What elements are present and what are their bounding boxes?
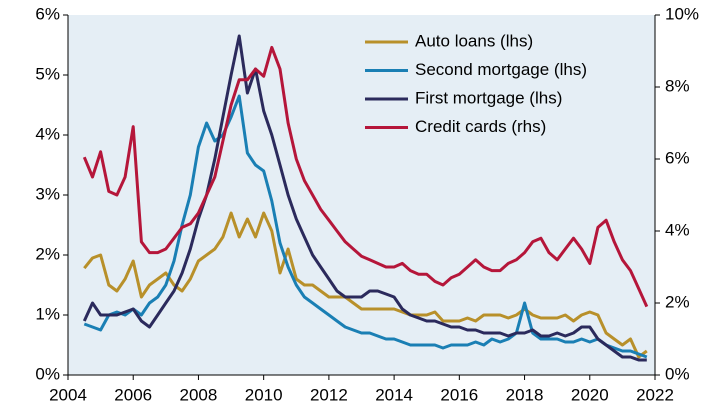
- x-tick-label: 2004: [49, 385, 87, 402]
- y2-tick-label: 4%: [665, 220, 690, 239]
- legend-label: First mortgage (lhs): [415, 88, 562, 107]
- legend-label: Auto loans (lhs): [415, 31, 533, 50]
- plot-area: [68, 15, 655, 375]
- x-tick-label: 2012: [310, 385, 348, 402]
- y2-tick-label: 0%: [665, 364, 690, 383]
- x-tick-label: 2008: [180, 385, 218, 402]
- y-tick-label: 4%: [35, 124, 60, 143]
- series-line: [83, 94, 648, 359]
- y2-tick-label: 10%: [665, 4, 699, 23]
- y-tick-label: 3%: [35, 184, 60, 203]
- y-tick-label: 6%: [35, 4, 60, 23]
- series-line: [82, 34, 647, 362]
- x-tick-label: 2014: [375, 385, 413, 402]
- y-tick-label: 5%: [35, 64, 60, 83]
- x-tick-label: 2006: [114, 385, 152, 402]
- legend-label: Second mortgage (lhs): [415, 60, 587, 79]
- y2-tick-label: 2%: [665, 292, 690, 311]
- x-tick-label: 2010: [245, 385, 283, 402]
- x-tick-label: 2016: [440, 385, 478, 402]
- y-tick-label: 0%: [35, 364, 60, 383]
- x-tick-label: 2020: [571, 385, 609, 402]
- series-line: [83, 211, 648, 359]
- y-tick-label: 1%: [35, 304, 60, 323]
- x-tick-label: 2018: [506, 385, 544, 402]
- y2-tick-label: 8%: [665, 76, 690, 95]
- legend-label: Credit cards (rhs): [415, 117, 546, 136]
- series-line: [82, 45, 649, 308]
- y2-tick-label: 6%: [665, 148, 690, 167]
- x-tick-label: 2022: [636, 385, 674, 402]
- y-tick-label: 2%: [35, 244, 60, 263]
